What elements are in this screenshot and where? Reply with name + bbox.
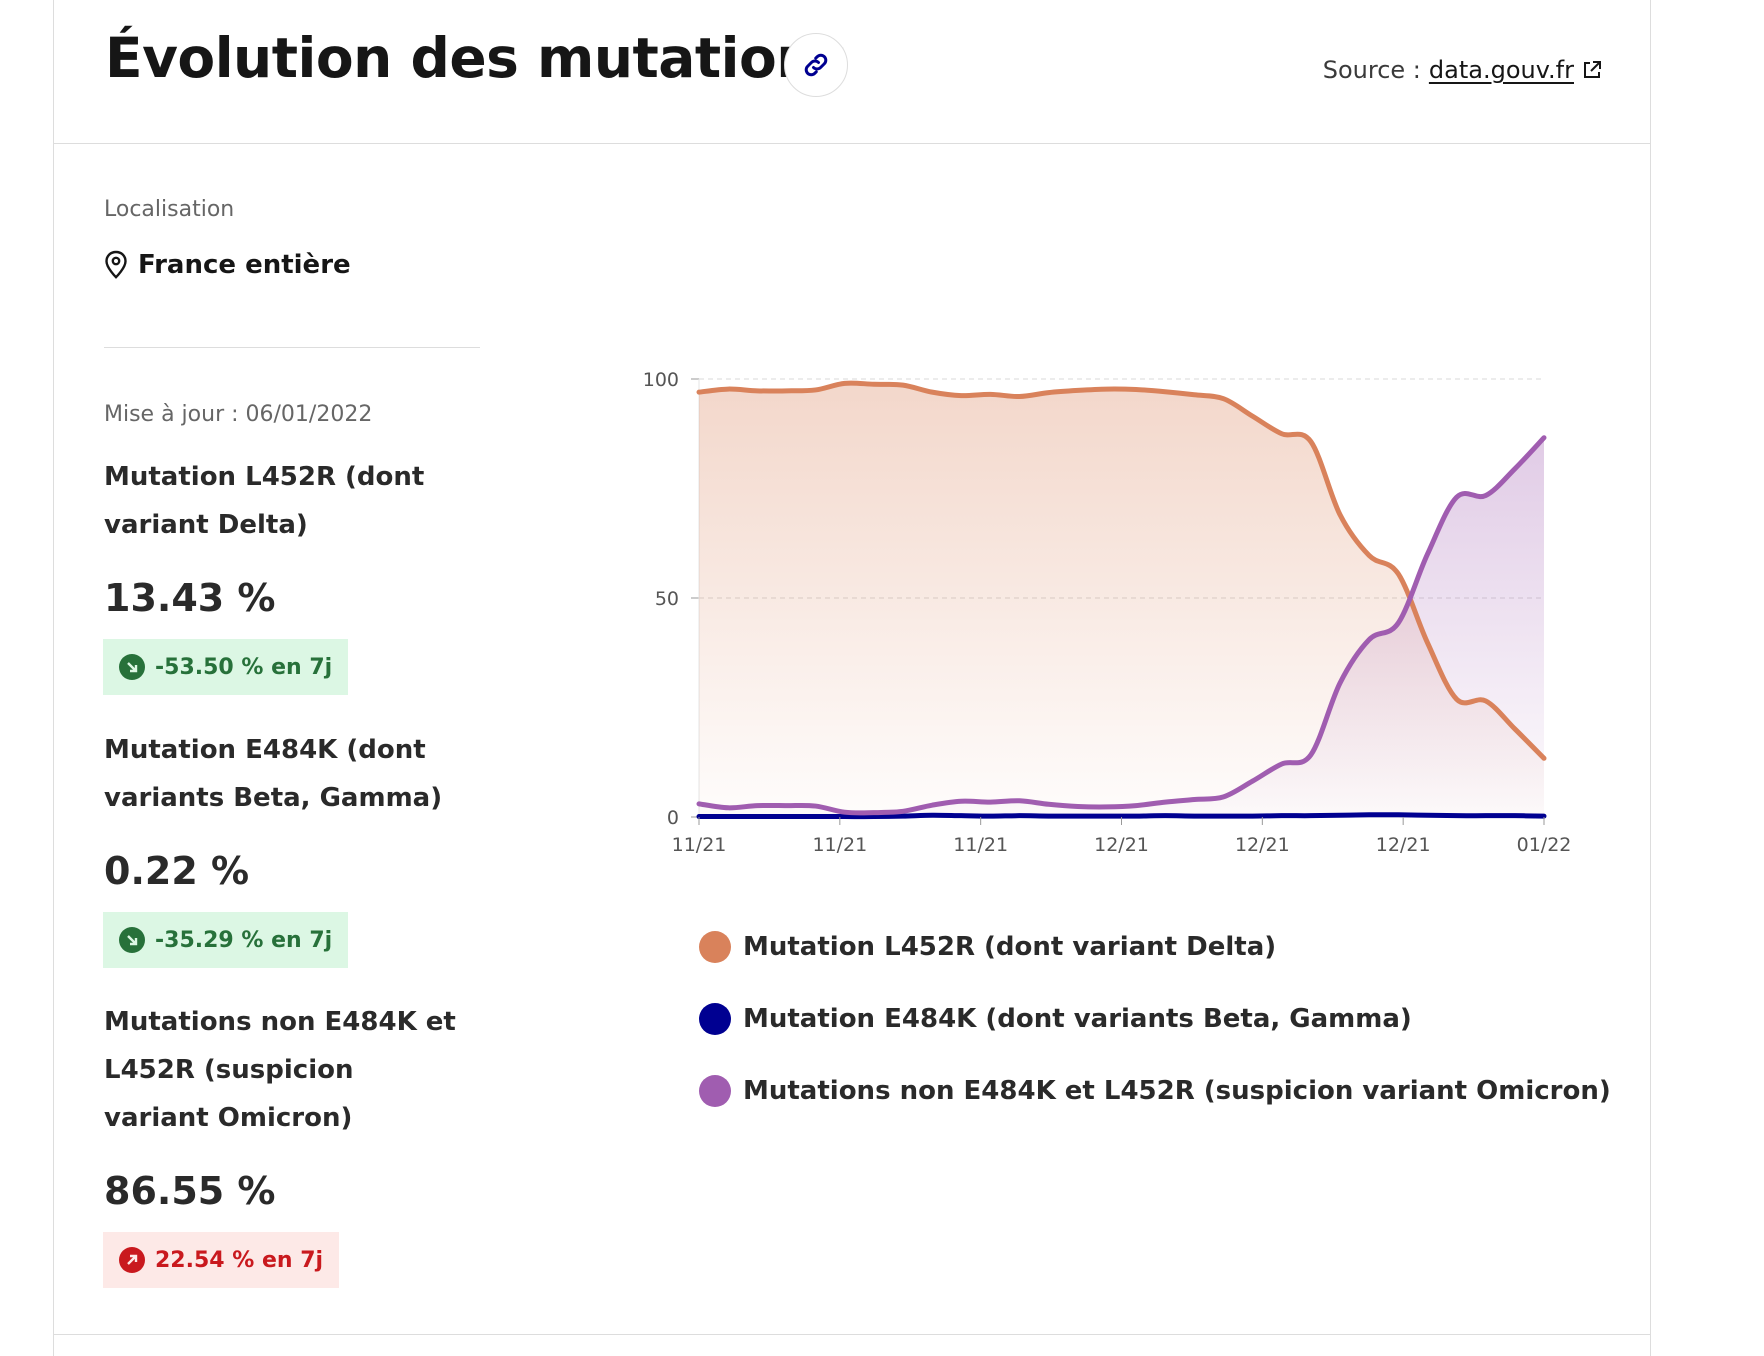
chart-legend: Mutation L452R (dont variant Delta) Muta… (699, 911, 1611, 1127)
legend-label-omicron: Mutations non E484K et L452R (suspicion … (743, 1076, 1611, 1106)
source-link[interactable]: data.gouv.fr (1429, 56, 1602, 84)
metric-value-omicron: 86.55 % (104, 1169, 276, 1213)
line-l452r (696, 380, 1547, 761)
metric-title-e484k: Mutation E484K (dont variants Beta, Gamm… (104, 735, 443, 813)
source-line: Source : data.gouv.fr (1323, 56, 1602, 84)
legend-label-e484k: Mutation E484K (dont variants Beta, Gamm… (743, 1004, 1412, 1034)
source-prefix: Source : (1322, 56, 1421, 84)
x-tick-label: 12/21 (1094, 834, 1149, 856)
arrow-down-right-icon (119, 927, 145, 953)
trend-badge-l452r: -53.50 % en 7j (103, 639, 349, 695)
x-tick-label: 12/21 (1235, 834, 1290, 856)
location-label: Localisation (104, 197, 235, 222)
metric-value-l452r: 13.43 % (104, 576, 276, 620)
arrow-up-right-icon (119, 1247, 145, 1273)
mutations-chart: 0 50 100 11/21 11/21 11/21 12/21 12/21 12/21 01/2… (643, 369, 1572, 856)
map-pin-icon (105, 250, 127, 279)
trend-text-omicron: 22.54 % en 7j (155, 1247, 324, 1273)
y-tick-label: 100 (643, 369, 679, 391)
legend-dot-l452r (699, 931, 731, 963)
trend-badge-omicron: 22.54 % en 7j (103, 1232, 340, 1288)
x-tick-label: 11/21 (953, 834, 1008, 856)
metric-value-e484k: 0.22 % (104, 849, 250, 893)
location-selector[interactable]: France entière (104, 250, 351, 280)
arrow-down-right-icon (119, 654, 145, 680)
x-tick-label: 11/21 (812, 834, 867, 856)
card-bottom-divider (54, 1334, 1650, 1335)
legend-item-l452r[interactable]: Mutation L452R (dont variant Delta) (699, 911, 1611, 983)
card-header: Évolution des mutations Source : data.go… (54, 0, 1650, 144)
x-tick-label: 12/21 (1376, 834, 1431, 856)
legend-label-l452r: Mutation L452R (dont variant Delta) (743, 932, 1277, 962)
trend-text-e484k: -35.29 % en 7j (155, 927, 333, 953)
x-tick-label: 01/22 (1517, 834, 1572, 856)
source-link-label: data.gouv.fr (1428, 56, 1574, 84)
y-tick-label: 0 (667, 807, 679, 829)
external-link-icon (1584, 61, 1601, 78)
divider (104, 347, 480, 348)
update-date: Mise à jour : 06/01/2022 (104, 402, 373, 427)
link-icon (804, 53, 828, 77)
location-value: France entière (138, 250, 351, 280)
copy-link-button[interactable] (784, 33, 848, 97)
metric-title-omicron: Mutations non E484K et L452R (suspicion … (104, 1007, 456, 1133)
legend-dot-omicron (699, 1075, 731, 1107)
card-title: Évolution des mutations (105, 26, 848, 90)
x-tick-label: 11/21 (672, 834, 727, 856)
legend-dot-e484k (699, 1003, 731, 1035)
trend-text-l452r: -53.50 % en 7j (155, 654, 333, 680)
y-tick-label: 50 (655, 588, 679, 610)
mutations-card: Évolution des mutations Source : data.go… (53, 0, 1651, 1356)
line-omicron (696, 435, 1547, 816)
area-omicron (699, 437, 1544, 817)
legend-item-omicron[interactable]: Mutations non E484K et L452R (suspicion … (699, 1055, 1611, 1127)
trend-badge-e484k: -35.29 % en 7j (103, 912, 349, 968)
legend-item-e484k[interactable]: Mutation E484K (dont variants Beta, Gamm… (699, 983, 1611, 1055)
line-e484k (696, 812, 1547, 820)
metric-title-l452r: Mutation L452R (dont variant Delta) (104, 462, 425, 540)
